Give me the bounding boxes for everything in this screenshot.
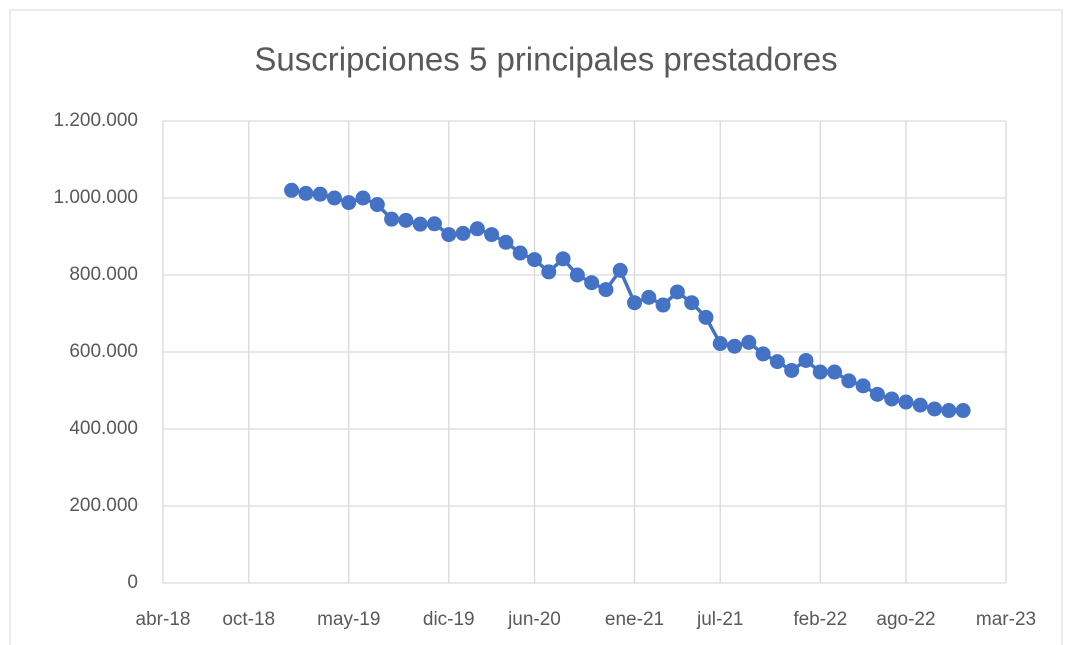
- x-tick-label: ago-22: [876, 609, 935, 630]
- data-point: [412, 216, 428, 232]
- x-tick-label: jun-20: [507, 609, 561, 630]
- data-point: [941, 403, 957, 419]
- chart-area: [9, 9, 1063, 645]
- data-point: [741, 334, 757, 350]
- data-point: [426, 216, 442, 232]
- data-point: [455, 225, 471, 241]
- data-point: [641, 289, 657, 305]
- data-point: [355, 190, 371, 206]
- x-tick-label: jul-21: [696, 609, 743, 630]
- data-point: [855, 378, 871, 394]
- data-point: [669, 284, 685, 300]
- data-point: [712, 336, 728, 352]
- data-point: [912, 397, 928, 413]
- data-point: [469, 221, 485, 237]
- data-point: [727, 338, 743, 354]
- chart-title: Suscripciones 5 principales prestadores: [254, 41, 837, 78]
- data-point: [484, 227, 500, 243]
- y-tick-label: 400.000: [69, 418, 138, 439]
- data-point: [698, 309, 714, 325]
- data-point: [341, 195, 357, 211]
- data-point: [555, 251, 571, 267]
- y-tick-label: 1.200.000: [53, 110, 138, 131]
- data-point: [441, 227, 457, 243]
- data-point: [655, 297, 671, 313]
- data-point: [784, 362, 800, 378]
- data-point: [398, 212, 414, 228]
- data-point: [684, 295, 700, 311]
- x-tick-label: mar-23: [976, 609, 1036, 630]
- x-tick-label: abr-18: [136, 609, 191, 630]
- data-point: [298, 185, 314, 201]
- data-point: [498, 234, 514, 250]
- x-tick-label: oct-18: [222, 609, 275, 630]
- data-point: [884, 391, 900, 407]
- data-point: [512, 245, 528, 261]
- data-point: [312, 186, 328, 202]
- data-point: [612, 262, 628, 278]
- data-point: [526, 252, 542, 268]
- data-point: [927, 401, 943, 417]
- data-point: [598, 282, 614, 298]
- x-tick-label: dic-19: [423, 609, 475, 630]
- data-point: [541, 264, 557, 280]
- data-point: [869, 386, 885, 402]
- x-tick-label: ene-21: [605, 609, 664, 630]
- data-point: [898, 394, 914, 410]
- y-tick-label: 1.000.000: [53, 187, 138, 208]
- y-tick-label: 0: [127, 572, 138, 593]
- y-tick-label: 600.000: [69, 341, 138, 362]
- data-point: [827, 364, 843, 380]
- data-point: [569, 267, 585, 283]
- data-point: [326, 190, 342, 206]
- x-tick-label: may-19: [317, 609, 380, 630]
- data-point: [627, 295, 643, 311]
- data-point: [755, 346, 771, 362]
- data-point: [284, 182, 300, 198]
- data-point: [798, 352, 814, 368]
- x-tick-label: feb-22: [793, 609, 847, 630]
- data-point: [955, 403, 971, 419]
- y-tick-label: 200.000: [69, 495, 138, 516]
- data-point: [812, 364, 828, 380]
- data-point: [769, 354, 785, 370]
- y-tick-label: 800.000: [69, 264, 138, 285]
- data-point: [384, 211, 400, 227]
- data-point: [584, 275, 600, 291]
- data-point: [841, 373, 857, 389]
- data-point: [369, 197, 385, 213]
